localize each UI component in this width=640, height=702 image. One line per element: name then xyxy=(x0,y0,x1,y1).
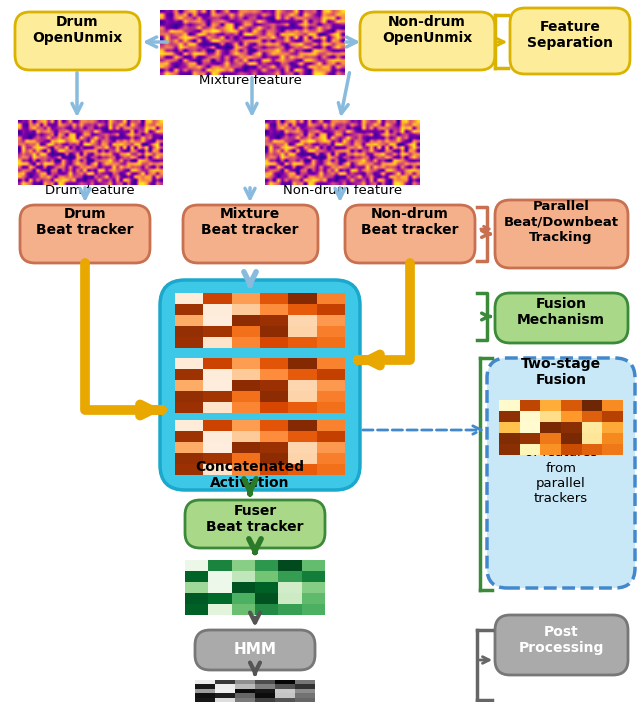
Text: Post
Processing: Post Processing xyxy=(518,625,604,655)
Text: HMM: HMM xyxy=(234,642,276,658)
FancyBboxPatch shape xyxy=(495,293,628,343)
Text: Feature
Separation: Feature Separation xyxy=(527,20,613,50)
Text: Mixture feature: Mixture feature xyxy=(198,74,301,86)
FancyBboxPatch shape xyxy=(195,630,315,670)
Text: Drum feature: Drum feature xyxy=(45,183,135,197)
Text: Drum
OpenUnmix: Drum OpenUnmix xyxy=(32,15,122,45)
Text: Fusion
Mechanism: Fusion Mechanism xyxy=(517,297,605,327)
FancyBboxPatch shape xyxy=(185,500,325,548)
Text: Fuser
Beat tracker: Fuser Beat tracker xyxy=(206,504,304,534)
Text: Mixture
Beat tracker: Mixture Beat tracker xyxy=(201,207,299,237)
FancyBboxPatch shape xyxy=(15,12,140,70)
FancyBboxPatch shape xyxy=(487,358,635,588)
Text: Non-drum
Beat tracker: Non-drum Beat tracker xyxy=(361,207,459,237)
FancyBboxPatch shape xyxy=(20,205,150,263)
Text: Concatenated
Activation: Concatenated Activation xyxy=(195,460,305,490)
Text: Parallel
Beat/Downbeat
Tracking: Parallel Beat/Downbeat Tracking xyxy=(504,201,618,244)
Text: Last layer
of features
from
parallel
trackers: Last layer of features from parallel tra… xyxy=(525,432,597,505)
Text: Non-drum feature: Non-drum feature xyxy=(284,183,403,197)
FancyBboxPatch shape xyxy=(495,200,628,268)
Text: Non-drum
OpenUnmix: Non-drum OpenUnmix xyxy=(382,15,472,45)
FancyBboxPatch shape xyxy=(495,615,628,675)
Text: Drum
Beat tracker: Drum Beat tracker xyxy=(36,207,134,237)
FancyBboxPatch shape xyxy=(345,205,475,263)
FancyBboxPatch shape xyxy=(183,205,318,263)
Text: Two-stage
Fusion: Two-stage Fusion xyxy=(521,357,601,387)
FancyBboxPatch shape xyxy=(160,280,360,490)
FancyBboxPatch shape xyxy=(510,8,630,74)
FancyBboxPatch shape xyxy=(360,12,495,70)
